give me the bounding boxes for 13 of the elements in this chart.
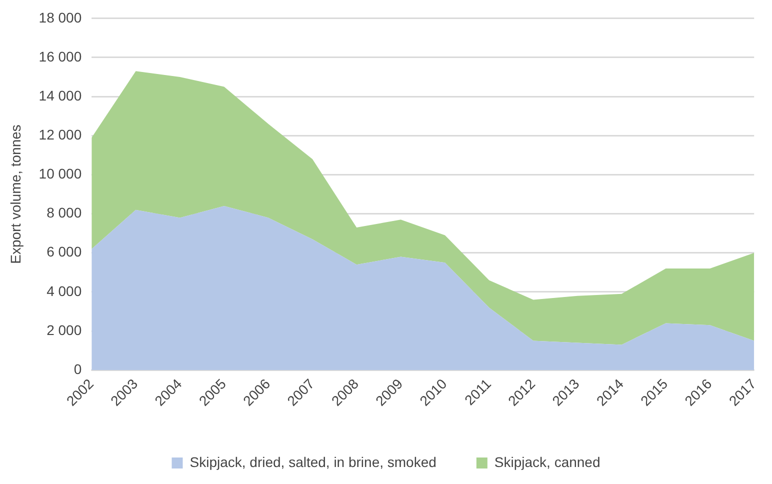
y-axis-title: Export volume, tonnes [7,124,24,264]
legend-label: Skipjack, canned [494,454,600,470]
y-tick-label: 12 000 [38,126,82,142]
y-tick-label: 14 000 [38,87,82,104]
y-tick-label: 18 000 [38,9,82,26]
legend-label: Skipjack, dried, salted, in brine, smoked [190,454,436,470]
y-tick-label: 0 [74,360,82,377]
y-tick-label: 16 000 [38,48,82,64]
y-tick-label: 4 000 [46,282,82,299]
y-tick-label: 10 000 [38,166,82,182]
y-tick-label: 8 000 [46,204,82,221]
y-tick-label: 2 000 [46,322,82,338]
y-tick-label: 6 000 [46,244,82,260]
